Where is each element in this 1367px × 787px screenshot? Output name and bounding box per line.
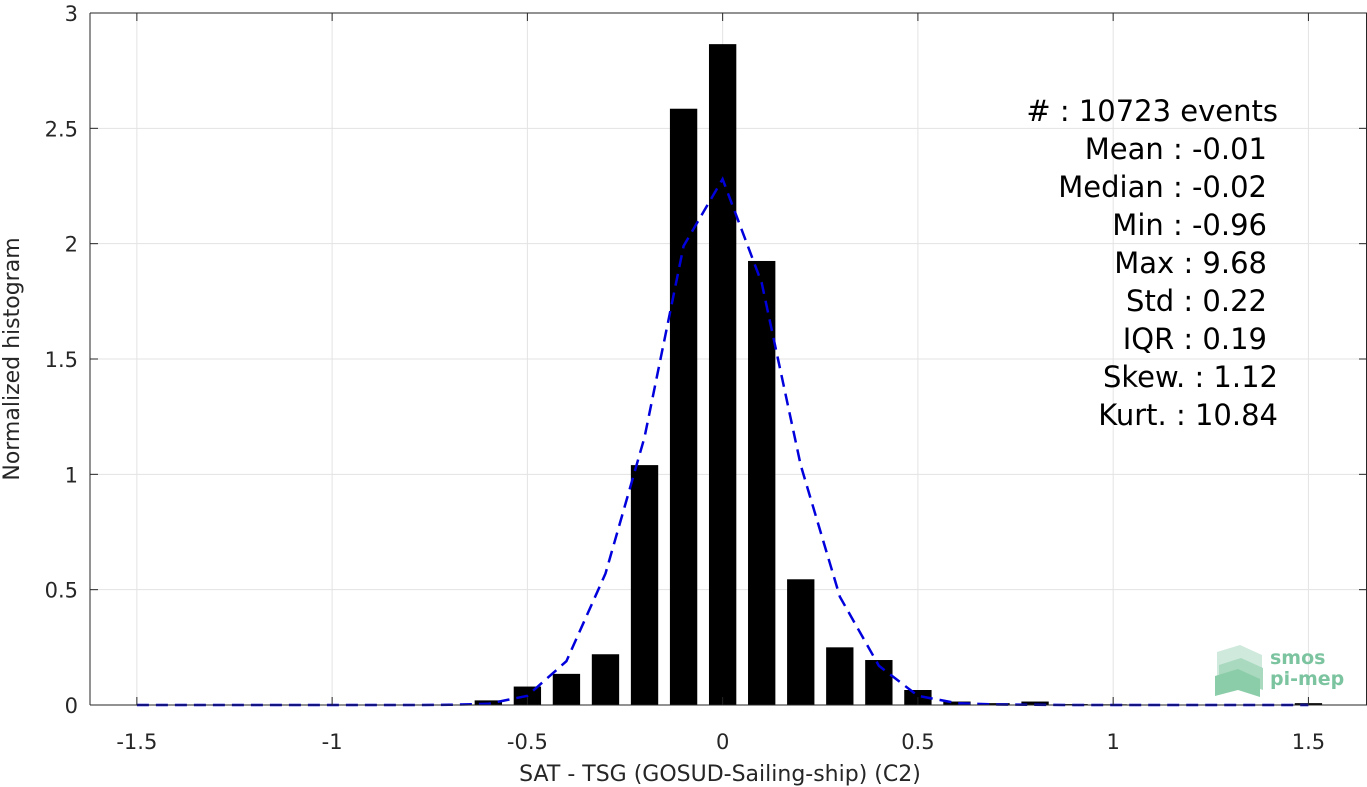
y-tick-label-6: 3 [65,2,78,26]
logo-waves-icon [1215,645,1263,697]
histogram-bar-13 [630,465,659,705]
stat-line-2: Median : -0.02 [1058,170,1267,204]
histogram-bar-19 [865,660,893,705]
logo-line-1: smos [1270,647,1325,669]
logo-line-2: pi-mep [1270,668,1344,690]
y-tick-label-3: 1.5 [45,348,78,372]
histogram-bar-16 [748,260,776,705]
y-axis-ticks: 0 0.5 1 1.5 2 2.5 3 [45,2,1367,718]
y-tick-label-0: 0 [65,694,78,718]
stat-line-8: Kurt. : 10.84 [1098,398,1278,432]
stat-line-4: Max : 9.68 [1114,246,1267,280]
y-tick-label-5: 2.5 [45,117,78,141]
statistics-box: # : 10723 events Mean : -0.01 Median : -0.… [1026,94,1278,432]
histogram-bar-14 [669,108,698,705]
y-axis-label: Normalized histogram [0,237,25,480]
stat-line-3: Min : -0.96 [1112,208,1267,242]
x-tick-label-6: 1.5 [1292,730,1325,754]
stat-line-5: Std : 0.22 [1126,284,1267,318]
histogram-bar-17 [787,579,815,705]
histogram-bar-22 [982,703,1010,705]
x-axis-ticks: -1.5 -1 -0.5 0 0.5 1 1.5 [116,13,1325,754]
stat-line-1: Mean : -0.01 [1085,132,1267,166]
histogram-bar-11 [552,673,581,705]
y-tick-label-1: 0.5 [45,579,78,603]
x-axis-label: SAT - TSG (GOSUD-Sailing-ship) (C2) [519,762,921,787]
histogram-bar-12 [591,654,620,705]
x-tick-label-3: 0 [716,730,729,754]
histogram-bar-18 [826,647,854,705]
x-tick-label-4: 0.5 [901,730,934,754]
stat-line-6: IQR : 0.19 [1123,322,1267,356]
histogram-bar-21 [943,701,971,705]
y-tick-label-4: 2 [65,233,78,257]
x-tick-label-1: -1 [322,730,343,754]
smos-pi-mep-logo: smos pi-mep [1215,645,1344,697]
histogram-bar-15 [708,44,737,705]
histogram-bars [474,44,1323,705]
x-tick-label-2: -0.5 [507,730,548,754]
x-tick-label-5: 1 [1106,730,1119,754]
y-tick-label-2: 1 [65,463,78,487]
histogram-bar-23 [1021,701,1049,705]
stat-line-0: # : 10723 events [1026,94,1278,128]
x-tick-label-0: -1.5 [116,730,157,754]
stat-line-7: Skew. : 1.12 [1103,360,1278,394]
